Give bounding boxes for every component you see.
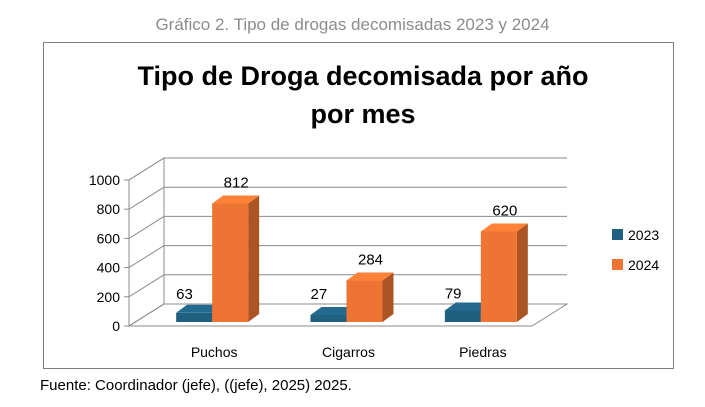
bar-2023-Puchos xyxy=(176,312,213,322)
data-label-2024-Piedras: 620 xyxy=(492,202,517,219)
source-note: Fuente: Coordinador (jefe), ((jefe), 202… xyxy=(40,377,352,394)
y-tick-label: 400 xyxy=(97,260,121,276)
bar-2024-Puchos xyxy=(212,203,249,322)
x-tick-label: Cigarros xyxy=(322,344,375,360)
y-tick-label: 1000 xyxy=(89,172,120,188)
bar-2024-Cigarros-side xyxy=(382,272,394,322)
y-tick-label: 800 xyxy=(97,201,121,217)
bar-2023-Cigarros xyxy=(310,315,347,322)
bar-2024-Cigarros-top xyxy=(346,272,394,281)
chart-title-line-2: por mes xyxy=(310,99,415,129)
bar-2024-Piedras-top xyxy=(480,223,528,232)
chart-frame: Tipo de Droga decomisada por año por mes… xyxy=(43,42,674,369)
figure-caption: Gráfico 2. Tipo de drogas decomisadas 20… xyxy=(155,15,550,34)
legend-swatch-2023 xyxy=(612,229,623,240)
gridline-diag xyxy=(128,274,165,298)
gridline-diag xyxy=(128,215,165,239)
legend-label-2023: 2023 xyxy=(628,227,659,243)
bar-chart: Tipo de Droga decomisada por año por mes… xyxy=(89,61,660,360)
data-label-2023-Puchos: 63 xyxy=(176,286,193,303)
data-label-2024-Cigarros: 284 xyxy=(358,252,383,269)
y-tick-label: 200 xyxy=(97,289,121,305)
legend-swatch-2024 xyxy=(612,259,623,270)
legend-label-2024: 2024 xyxy=(628,257,659,273)
data-label-2023-Cigarros: 27 xyxy=(311,286,328,303)
gridline-diag xyxy=(128,186,165,210)
y-tick-label: 600 xyxy=(97,230,121,246)
gridline-diag xyxy=(128,245,165,269)
bar-2023-Puchos-top xyxy=(176,304,224,313)
x-tick-label: Puchos xyxy=(191,344,238,360)
side-wall xyxy=(128,157,165,327)
bar-2023-Cigarros-top xyxy=(310,307,358,315)
bar-2024-Puchos-top xyxy=(212,195,260,204)
bar-2023-Piedras xyxy=(444,310,481,322)
data-label-2023-Piedras: 79 xyxy=(445,285,462,302)
y-tick-label: 0 xyxy=(112,318,120,334)
x-tick-label: Piedras xyxy=(459,344,506,360)
bar-2023-Piedras-top xyxy=(444,302,492,311)
bar-2024-Puchos-side xyxy=(248,195,260,322)
bar-2024-Cigarros xyxy=(346,280,383,322)
gridline-diag xyxy=(128,303,165,327)
chart-title-line-1: Tipo de Droga decomisada por año xyxy=(137,61,588,91)
bar-2024-Piedras-side xyxy=(516,223,528,322)
data-label-2024-Puchos: 812 xyxy=(224,174,249,191)
bar-2024-Piedras xyxy=(480,231,517,322)
gridline-diag xyxy=(128,157,165,181)
